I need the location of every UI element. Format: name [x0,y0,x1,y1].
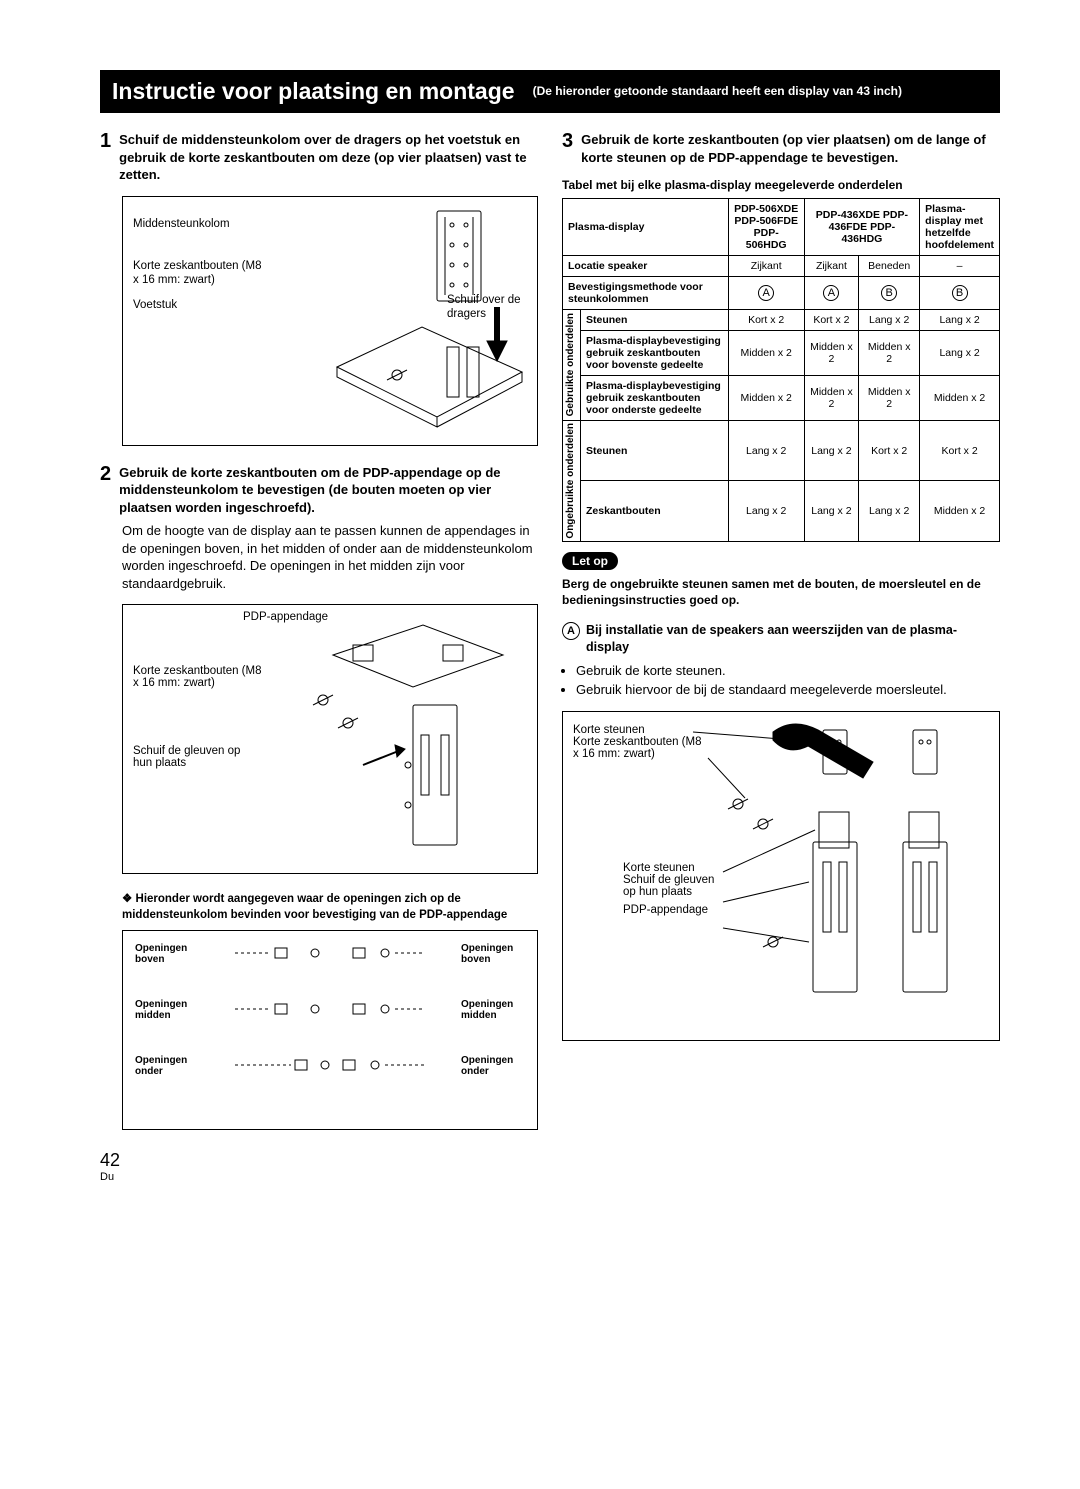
step-1: 1 Schuif de middensteunkolom over de dra… [100,131,538,184]
row-speaker-c4: – [920,256,1000,277]
opening-top-right: Openingen boven [461,943,525,965]
header-bar: Instructie voor plaatsing en montage (De… [100,70,1000,113]
row-unused-bolt-label: Zeskantbouten [581,481,729,541]
row-speaker-label: Locatie speaker [563,256,729,277]
caption-openings: Hieronder wordt aangegeven waar de openi… [122,892,538,923]
row-method-c2: A [804,277,859,310]
row-method-c4: B [920,277,1000,310]
fig4-svg [563,712,983,1022]
parts-table: Plasma-display PDP-506XDE PDP-506FDE PDP… [562,198,1000,542]
section-a-bullets: Gebruik de korte steunen. Gebruik hiervo… [576,662,1000,699]
section-a-letter: A [562,622,580,640]
fig1-label-base: Voetstuk [133,298,263,312]
step-3: 3 Gebruik de korte zeskantbouten (op vie… [562,131,1000,166]
section-a-head: A Bij installatie van de speakers aan we… [562,622,1000,656]
row-used-steun-label: Steunen [581,310,729,331]
header-title: Instructie voor plaatsing en montage [112,78,515,105]
row-method-c3: B [859,277,920,310]
table-caption: Tabel met bij elke plasma-display meegel… [562,178,1000,192]
opening-bot-right: Openingen onder [461,1055,525,1077]
step-2-num: 2 [100,464,111,484]
row-used-botbolt-label: Plasma-displaybevestiging gebruik zeskan… [581,376,729,421]
content-columns: 1 Schuif de middensteunkolom over de dra… [100,131,1000,1130]
figure-2: PDP-appendage Korte zeskantbouten (M8 x … [122,604,538,874]
opening-mid-left: Openingen midden [135,999,199,1021]
row-speaker-c3: Beneden [859,256,920,277]
step-1-title: Schuif de middensteunkolom over de drage… [119,131,538,184]
step-2-body: Om de hoogte van de display aan te passe… [122,522,538,592]
left-column: 1 Schuif de middensteunkolom over de dra… [100,131,538,1130]
header-subtitle: (De hieronder getoonde standaard heeft e… [533,84,902,100]
row-used-topbolt-label: Plasma-displaybevestiging gebruik zeskan… [581,331,729,376]
fig2-svg [293,615,523,865]
fig2-label-bolts: Korte zeskantbouten (M8 x 16 mm: zwart) [133,665,262,689]
group-unused: Ongebruikte onderdelen [565,423,576,539]
step-3-num: 3 [562,131,573,151]
th-506: PDP-506XDE PDP-506FDE PDP-506HDG [728,199,804,256]
bullet-1: Gebruik de korte steunen. [576,662,1000,680]
step-3-title: Gebruik de korte zeskantbouten (op vier … [581,131,1000,166]
note-text: Berg de ongebruikte steunen samen met de… [562,576,1000,608]
th-display: Plasma-display [563,199,729,256]
group-used: Gebruikte onderdelen [565,313,576,416]
page-lang: Du [100,1171,1000,1183]
fig2-label-slide: Schuif de gleuven op hun plaats [133,745,240,769]
page-number: 42 Du [100,1150,1000,1183]
row-method-label: Bevestigingsmethode voor steunkolommen [563,277,729,310]
fig1-svg [327,207,527,437]
page-num-value: 42 [100,1150,120,1170]
step-1-num: 1 [100,131,111,151]
figure-4: Korte steunen Korte zeskantbouten (M8 x … [562,711,1000,1041]
row-speaker-c2: Zijkant [804,256,859,277]
opening-top-left: Openingen boven [135,943,199,965]
opening-bot-left: Openingen onder [135,1055,199,1077]
figure-3-openings: Openingen boven Openingen boven Openinge… [122,930,538,1130]
fig1-label-bolts: Korte zeskantbouten (M8 x 16 mm: zwart) [133,259,263,288]
step-2-title: Gebruik de korte zeskantbouten om de PDP… [119,464,538,517]
figure-1: Middensteunkolom Korte zeskantbouten (M8… [122,196,538,446]
fig1-label-column: Middensteunkolom [133,217,263,231]
letop-pill: Let op [562,552,618,570]
th-same: Plasma-display met hetzelfde hoofdelemen… [920,199,1000,256]
right-column: 3 Gebruik de korte zeskantbouten (op vie… [562,131,1000,1130]
row-unused-steun-label: Steunen [581,421,729,481]
th-436: PDP-436XDE PDP-436FDE PDP-436HDG [804,199,920,256]
row-speaker-c1: Zijkant [728,256,804,277]
section-a-title: Bij installatie van de speakers aan weer… [586,622,1000,656]
opening-mid-right: Openingen midden [461,999,525,1021]
row-method-c1: A [728,277,804,310]
bullet-2: Gebruik hiervoor de bij de standaard mee… [576,681,1000,699]
step-2: 2 Gebruik de korte zeskantbouten om de P… [100,464,538,593]
